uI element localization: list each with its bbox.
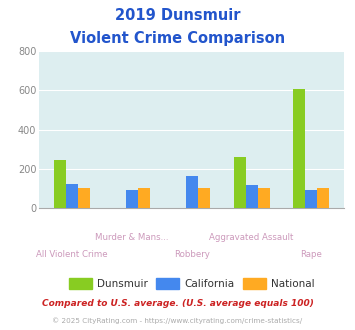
Bar xyxy=(317,188,329,208)
Text: Rape: Rape xyxy=(300,249,322,259)
Text: 2019 Dunsmuir: 2019 Dunsmuir xyxy=(115,8,240,23)
Bar xyxy=(54,160,66,208)
Text: All Violent Crime: All Violent Crime xyxy=(36,249,108,259)
Bar xyxy=(234,157,246,208)
Bar xyxy=(257,188,269,208)
Text: Aggravated Assault: Aggravated Assault xyxy=(209,233,294,242)
Bar xyxy=(305,190,317,208)
Bar xyxy=(294,89,305,208)
Text: Robbery: Robbery xyxy=(174,249,210,259)
Text: © 2025 CityRating.com - https://www.cityrating.com/crime-statistics/: © 2025 CityRating.com - https://www.city… xyxy=(53,317,302,324)
Bar xyxy=(198,188,210,208)
Bar xyxy=(186,176,198,208)
Bar xyxy=(138,188,150,208)
Bar xyxy=(66,184,78,208)
Text: Violent Crime Comparison: Violent Crime Comparison xyxy=(70,31,285,46)
Legend: Dunsmuir, California, National: Dunsmuir, California, National xyxy=(65,274,319,294)
Bar xyxy=(78,188,90,208)
Text: Compared to U.S. average. (U.S. average equals 100): Compared to U.S. average. (U.S. average … xyxy=(42,299,313,308)
Bar xyxy=(126,190,138,208)
Text: Murder & Mans...: Murder & Mans... xyxy=(95,233,169,242)
Bar xyxy=(246,185,257,208)
